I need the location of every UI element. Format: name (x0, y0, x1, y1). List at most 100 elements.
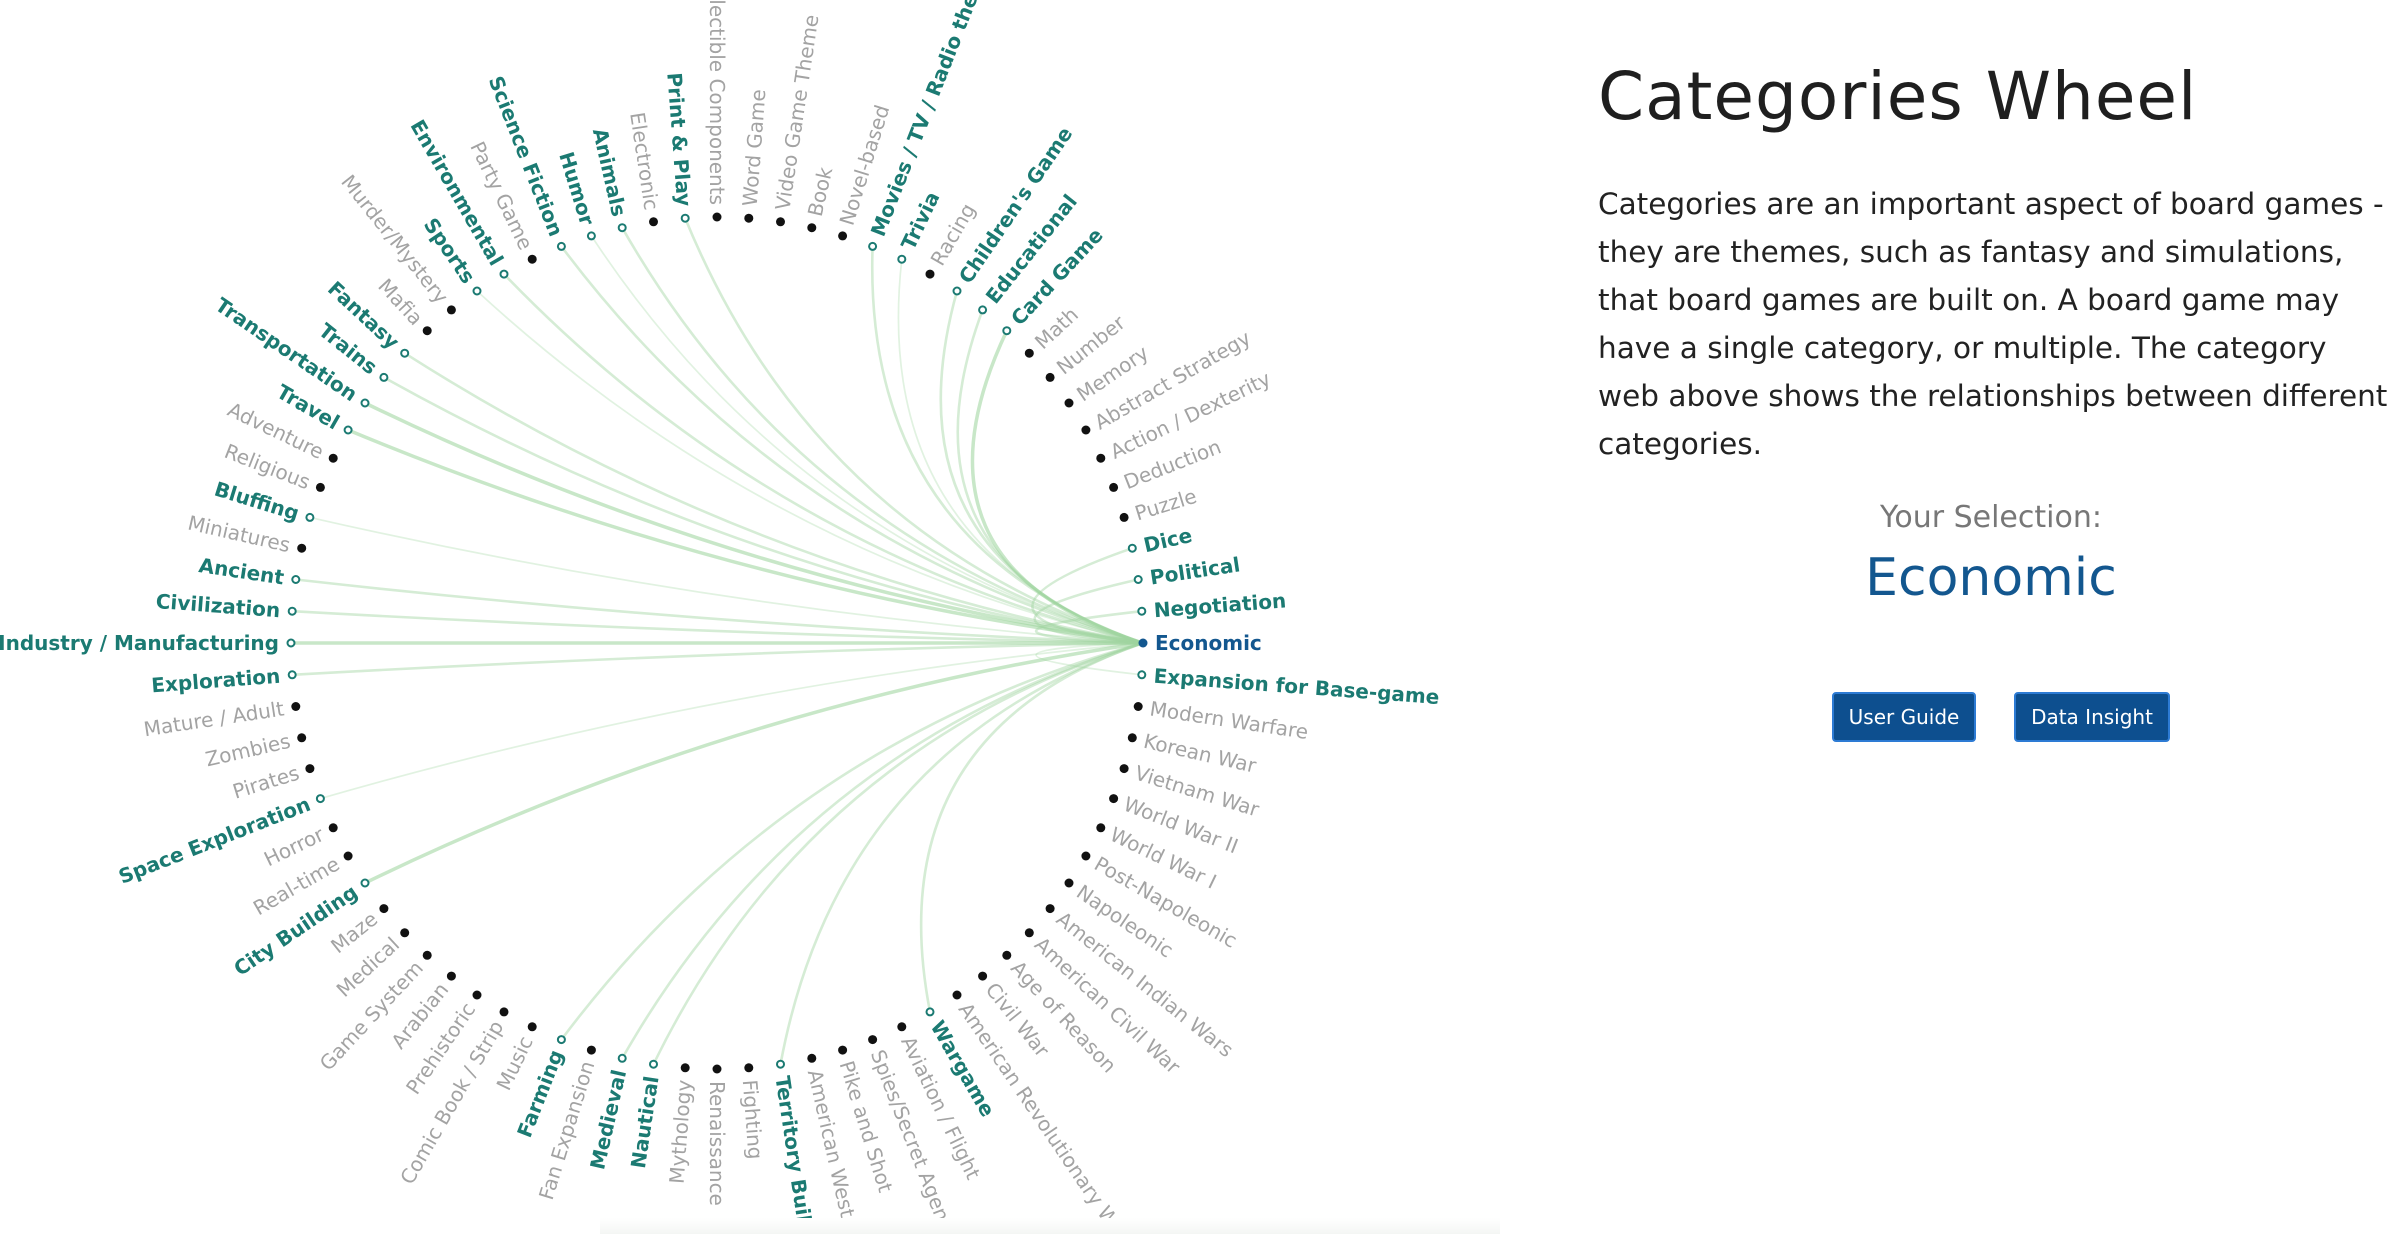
category-label[interactable]: Exploration (150, 664, 281, 698)
category-dot[interactable] (897, 254, 907, 264)
category-dot[interactable] (1138, 638, 1148, 648)
category-label[interactable]: Economic (1155, 631, 1262, 655)
data-insight-button[interactable]: Data Insight (2014, 692, 2170, 742)
category-label[interactable]: Mythology (665, 1079, 697, 1185)
category-dot[interactable] (1081, 425, 1091, 435)
category-label[interactable]: Negotiation (1153, 588, 1287, 622)
category-node-renaissance[interactable]: Renaissance (705, 1064, 729, 1206)
category-dot[interactable] (400, 348, 410, 358)
category-dot[interactable] (952, 286, 962, 296)
category-dot[interactable] (328, 453, 338, 463)
category-node-fighting[interactable]: Fighting (738, 1063, 768, 1160)
category-dot[interactable] (897, 1022, 907, 1032)
category-dot[interactable] (287, 670, 297, 680)
category-dot[interactable] (1096, 823, 1106, 833)
category-dot[interactable] (1002, 326, 1012, 336)
category-dot[interactable] (446, 305, 456, 315)
category-node-industry-manufacturing[interactable]: Industry / Manufacturing (0, 631, 296, 655)
category-dot[interactable] (315, 794, 325, 804)
category-label[interactable]: Book (803, 164, 838, 218)
category-node-civilization[interactable]: Civilization (155, 589, 297, 622)
category-label[interactable]: Print & Play (662, 72, 696, 207)
category-node-political[interactable]: Political (1133, 552, 1242, 590)
category-dot[interactable] (1133, 575, 1143, 584)
category-dot[interactable] (297, 543, 307, 553)
category-dot[interactable] (360, 878, 370, 888)
category-label[interactable]: Dice (1141, 523, 1194, 557)
category-dot[interactable] (472, 990, 482, 1000)
category-label[interactable]: Fighting (738, 1079, 768, 1160)
category-dot[interactable] (776, 217, 785, 227)
category-node-dice[interactable]: Dice (1127, 523, 1195, 557)
category-label[interactable]: Political (1148, 552, 1241, 589)
category-dot[interactable] (586, 231, 596, 241)
category-dot[interactable] (838, 231, 848, 241)
category-dot[interactable] (499, 269, 509, 279)
category-node-mythology[interactable]: Mythology (665, 1063, 697, 1185)
category-dot[interactable] (291, 702, 301, 711)
category-dot[interactable] (1137, 606, 1147, 616)
category-dot[interactable] (1119, 512, 1129, 522)
category-dot[interactable] (1081, 851, 1091, 861)
category-dot[interactable] (287, 606, 297, 616)
category-dot[interactable] (978, 305, 988, 315)
category-dot[interactable] (305, 512, 315, 522)
category-dot[interactable] (527, 1022, 537, 1032)
category-node-economic[interactable]: Economic (1138, 631, 1262, 655)
category-dot[interactable] (1119, 764, 1129, 774)
category-dot[interactable] (1064, 878, 1074, 888)
category-dot[interactable] (776, 1059, 785, 1069)
category-dot[interactable] (807, 223, 817, 233)
category-node-book[interactable]: Book (803, 164, 838, 233)
category-dot[interactable] (1064, 398, 1074, 408)
category-dot[interactable] (556, 241, 566, 251)
category-dot[interactable] (315, 482, 325, 492)
category-dot[interactable] (586, 1045, 596, 1055)
category-node-word-game[interactable]: Word Game (738, 88, 771, 223)
category-dot[interactable] (305, 764, 315, 774)
category-dot[interactable] (868, 1035, 878, 1045)
category-label[interactable]: Ancient (197, 553, 286, 590)
category-label[interactable]: Renaissance (705, 1081, 729, 1206)
category-dot[interactable] (868, 241, 878, 251)
category-dot[interactable] (807, 1053, 817, 1063)
category-dot[interactable] (556, 1035, 566, 1045)
category-dot[interactable] (379, 904, 389, 914)
category-dot[interactable] (712, 212, 722, 222)
category-dot[interactable] (1002, 950, 1012, 960)
category-dot[interactable] (1045, 904, 1055, 914)
category-dot[interactable] (379, 372, 389, 382)
category-label[interactable]: Electronic (625, 111, 663, 212)
category-label[interactable]: Industry / Manufacturing (0, 631, 279, 655)
category-dot[interactable] (1109, 794, 1119, 804)
category-node-ancient[interactable]: Ancient (197, 553, 301, 590)
category-dot[interactable] (291, 575, 301, 584)
category-label[interactable]: Civilization (155, 589, 281, 622)
category-dot[interactable] (680, 213, 690, 223)
category-dot[interactable] (328, 823, 338, 833)
category-dot[interactable] (617, 1053, 627, 1063)
category-dot[interactable] (343, 851, 353, 861)
category-node-print-play[interactable]: Print & Play (662, 72, 696, 223)
category-dot[interactable] (343, 425, 353, 435)
category-dot[interactable] (286, 638, 296, 648)
category-node-negotiation[interactable]: Negotiation (1137, 588, 1287, 622)
category-dot[interactable] (1133, 702, 1143, 711)
category-dot[interactable] (744, 213, 754, 223)
category-dot[interactable] (1096, 453, 1106, 463)
category-dot[interactable] (649, 217, 658, 227)
category-dot[interactable] (1127, 733, 1137, 743)
category-dot[interactable] (617, 223, 627, 233)
category-dot[interactable] (649, 1059, 658, 1069)
category-dot[interactable] (1045, 372, 1055, 382)
category-dot[interactable] (400, 928, 410, 938)
category-dot[interactable] (1109, 482, 1119, 492)
category-dot[interactable] (978, 971, 988, 981)
category-label[interactable]: Word Game (738, 88, 771, 207)
category-dot[interactable] (422, 950, 432, 960)
user-guide-button[interactable]: User Guide (1832, 692, 1976, 742)
category-node-nautical[interactable]: Nautical (626, 1059, 664, 1170)
category-dot[interactable] (744, 1063, 754, 1073)
category-dot[interactable] (1024, 348, 1034, 358)
category-dot[interactable] (1127, 543, 1137, 553)
